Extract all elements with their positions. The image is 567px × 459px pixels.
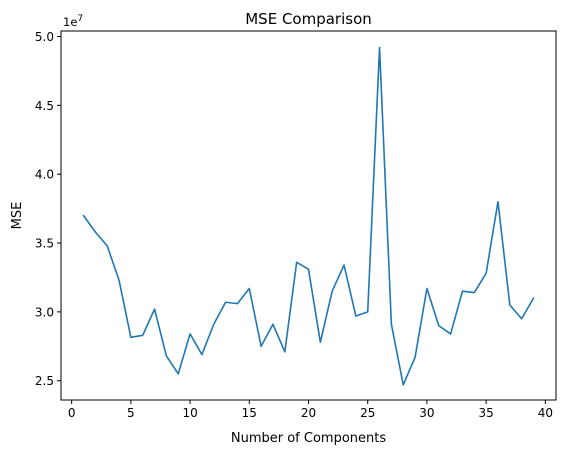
y-ticks: 2.5 3.0 3.5 4.0 4.5 5.0 [35,30,61,388]
x-tick-label: 25 [360,406,375,420]
y-tick-label: 2.5 [35,374,54,388]
x-tick-label: 15 [242,406,257,420]
y-axis-label: MSE [10,202,25,230]
x-tick-label: 30 [419,406,434,420]
y-tick-label: 3.0 [35,305,54,319]
x-tick-label: 40 [538,406,553,420]
plot-frame [60,30,557,401]
y-tick-label: 4.5 [35,99,54,113]
x-tick-label: 5 [127,406,135,420]
x-tick-label: 0 [68,406,76,420]
y-offset-label: 1e7 [63,14,83,29]
y-tick-label: 5.0 [35,30,54,44]
x-ticks: 0 5 10 15 20 25 30 35 40 [68,400,553,420]
y-tick-label: 3.5 [35,237,54,251]
plot-area: 0 5 10 15 20 25 30 35 40 2.5 3.0 3.5 4.0 4.5 5.0 [35,30,557,420]
x-axis-label: Number of Components [231,431,386,446]
chart-title: MSE Comparison [245,10,372,28]
y-offset-exponent: 7 [77,14,83,24]
series-layer [82,46,535,386]
x-tick-label: 35 [478,406,493,420]
x-tick-label: 10 [182,406,197,420]
x-tick-label: 20 [301,406,316,420]
series-line-1 [82,46,535,386]
y-tick-label: 4.0 [35,168,54,182]
